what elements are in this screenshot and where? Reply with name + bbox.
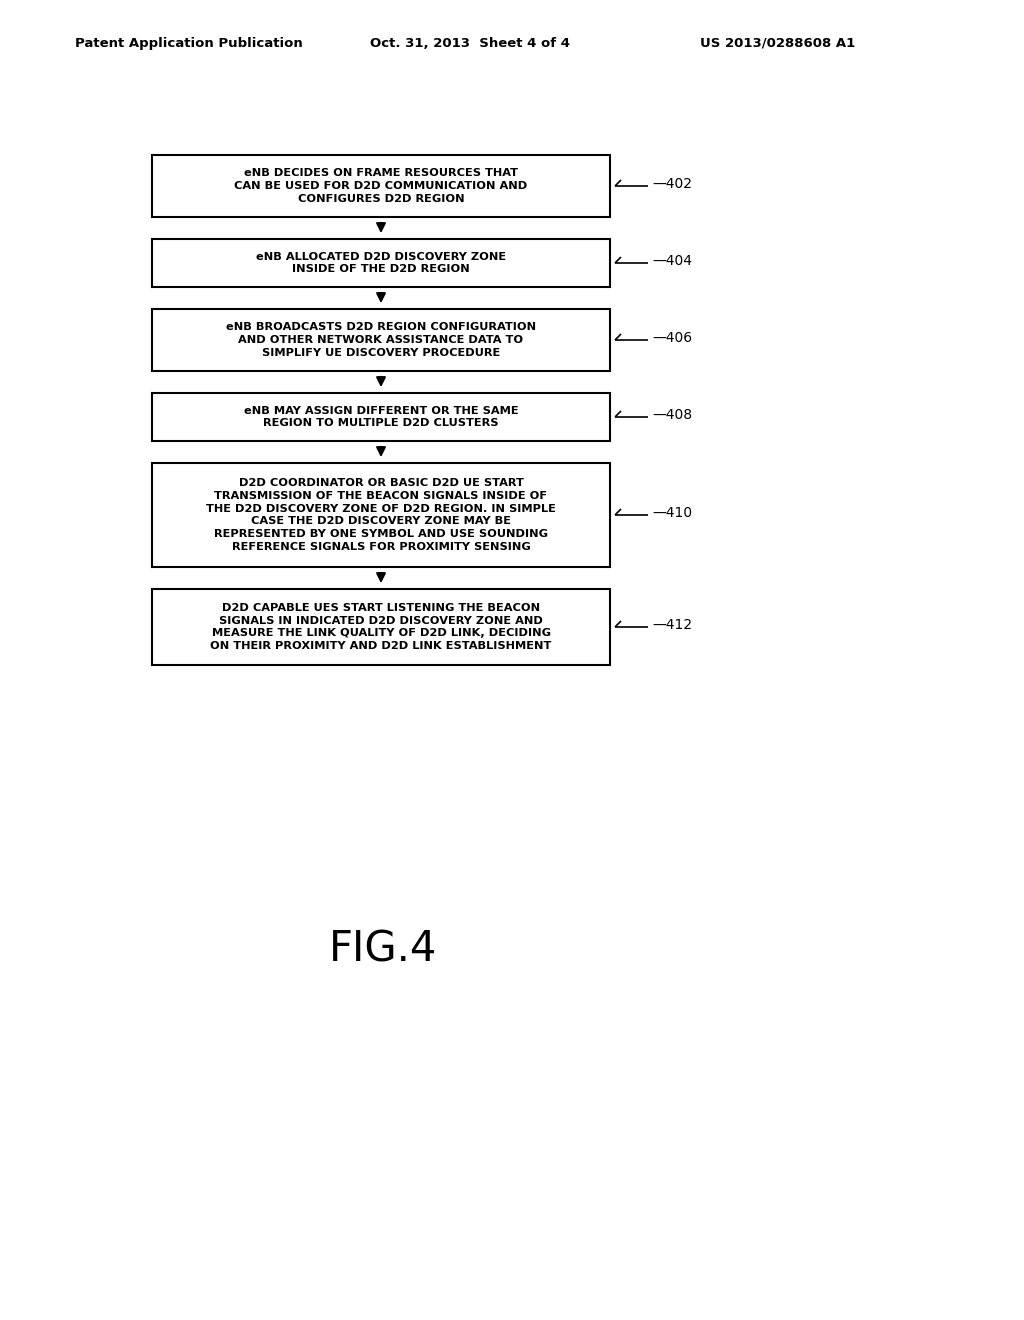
Text: —408: —408: [652, 408, 692, 422]
Bar: [152, 239, 610, 286]
Text: eNB BROADCASTS D2D REGION CONFIGURATION
AND OTHER NETWORK ASSISTANCE DATA TO
SIM: eNB BROADCASTS D2D REGION CONFIGURATION …: [226, 322, 536, 358]
Text: —402: —402: [652, 177, 692, 191]
Bar: [152, 393, 610, 441]
Text: —404: —404: [652, 253, 692, 268]
Text: eNB ALLOCATED D2D DISCOVERY ZONE
INSIDE OF THE D2D REGION: eNB ALLOCATED D2D DISCOVERY ZONE INSIDE …: [256, 252, 506, 275]
Bar: [152, 463, 610, 568]
Text: FIG.4: FIG.4: [329, 929, 437, 972]
Text: D2D COORDINATOR OR BASIC D2D UE START
TRANSMISSION OF THE BEACON SIGNALS INSIDE : D2D COORDINATOR OR BASIC D2D UE START TR…: [206, 478, 556, 552]
Text: —406: —406: [652, 331, 692, 345]
Bar: [152, 589, 610, 665]
Text: eNB MAY ASSIGN DIFFERENT OR THE SAME
REGION TO MULTIPLE D2D CLUSTERS: eNB MAY ASSIGN DIFFERENT OR THE SAME REG…: [244, 405, 518, 429]
Bar: [152, 154, 610, 216]
Text: eNB DECIDES ON FRAME RESOURCES THAT
CAN BE USED FOR D2D COMMUNICATION AND
CONFIG: eNB DECIDES ON FRAME RESOURCES THAT CAN …: [234, 168, 527, 203]
Text: D2D CAPABLE UES START LISTENING THE BEACON
SIGNALS IN INDICATED D2D DISCOVERY ZO: D2D CAPABLE UES START LISTENING THE BEAC…: [210, 603, 552, 651]
Text: —410: —410: [652, 506, 692, 520]
Text: Patent Application Publication: Patent Application Publication: [75, 37, 303, 50]
Bar: [152, 309, 610, 371]
Text: Oct. 31, 2013  Sheet 4 of 4: Oct. 31, 2013 Sheet 4 of 4: [370, 37, 570, 50]
Text: US 2013/0288608 A1: US 2013/0288608 A1: [700, 37, 855, 50]
Text: —412: —412: [652, 618, 692, 632]
